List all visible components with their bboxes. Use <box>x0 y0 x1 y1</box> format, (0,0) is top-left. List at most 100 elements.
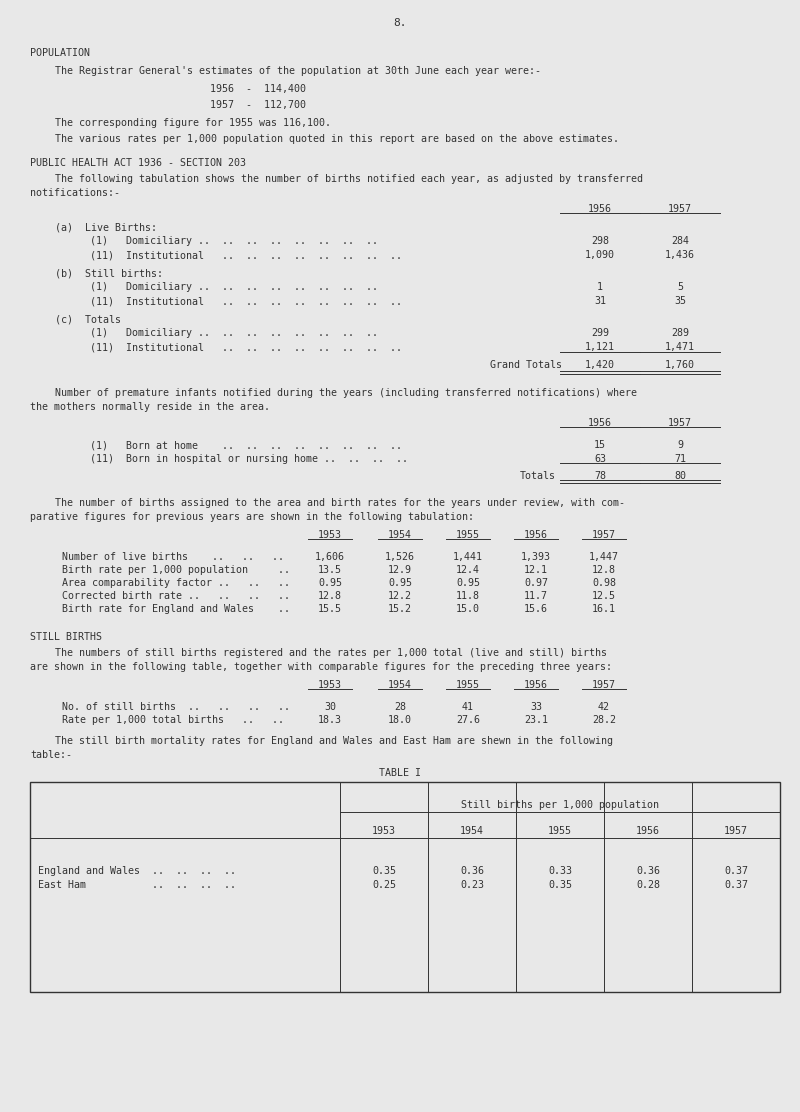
Text: 1957: 1957 <box>724 826 748 836</box>
Text: (b)  Still births:: (b) Still births: <box>55 268 163 278</box>
Text: Grand Totals: Grand Totals <box>490 360 562 370</box>
Text: The still birth mortality rates for England and Wales and East Ham are shewn in : The still birth mortality rates for Engl… <box>55 736 613 746</box>
Text: 1,420: 1,420 <box>585 360 615 370</box>
Text: 80: 80 <box>674 471 686 481</box>
Text: 1956  -  114,400: 1956 - 114,400 <box>210 85 306 95</box>
Text: 299: 299 <box>591 328 609 338</box>
Text: The Registrar General's estimates of the population at 30th June each year were:: The Registrar General's estimates of the… <box>55 66 541 76</box>
Text: Corrected birth rate ..   ..   ..   ..: Corrected birth rate .. .. .. .. <box>62 590 290 600</box>
Text: 0.36: 0.36 <box>460 866 484 876</box>
Text: 0.33: 0.33 <box>548 866 572 876</box>
Text: 1954: 1954 <box>388 530 412 540</box>
Text: 0.36: 0.36 <box>636 866 660 876</box>
Text: 12.1: 12.1 <box>524 565 548 575</box>
Text: 1,436: 1,436 <box>665 250 695 260</box>
Text: 1,090: 1,090 <box>585 250 615 260</box>
Text: 1,447: 1,447 <box>589 552 619 562</box>
Text: 1954: 1954 <box>388 681 412 691</box>
Text: 1: 1 <box>597 282 603 292</box>
Text: (11)  Institutional   ..  ..  ..  ..  ..  ..  ..  ..: (11) Institutional .. .. .. .. .. .. .. … <box>90 250 402 260</box>
Bar <box>30 782 780 992</box>
Text: 31: 31 <box>594 296 606 306</box>
Text: 1955: 1955 <box>548 826 572 836</box>
Text: (11)  Institutional   ..  ..  ..  ..  ..  ..  ..  ..: (11) Institutional .. .. .. .. .. .. .. … <box>90 296 402 306</box>
Text: 0.97: 0.97 <box>524 578 548 588</box>
Text: STILL BIRTHS: STILL BIRTHS <box>30 632 102 642</box>
Text: the mothers normally reside in the area.: the mothers normally reside in the area. <box>30 403 270 413</box>
Text: England and Wales  ..  ..  ..  ..: England and Wales .. .. .. .. <box>38 866 236 876</box>
Text: POPULATION: POPULATION <box>30 48 90 58</box>
Text: notifications:-: notifications:- <box>30 188 120 198</box>
Text: 28: 28 <box>394 702 406 712</box>
Text: 12.4: 12.4 <box>456 565 480 575</box>
Text: 15: 15 <box>594 440 606 450</box>
Text: 1956: 1956 <box>636 826 660 836</box>
Text: 15.2: 15.2 <box>388 604 412 614</box>
Text: 0.35: 0.35 <box>372 866 396 876</box>
Text: 1956: 1956 <box>524 681 548 691</box>
Text: 0.25: 0.25 <box>372 880 396 890</box>
Text: 0.95: 0.95 <box>388 578 412 588</box>
Text: (11)  Born in hospital or nursing home ..  ..  ..  ..: (11) Born in hospital or nursing home ..… <box>90 454 408 464</box>
Text: 1957: 1957 <box>668 418 692 428</box>
Text: 1956: 1956 <box>588 203 612 214</box>
Text: 12.8: 12.8 <box>592 565 616 575</box>
Text: 289: 289 <box>671 328 689 338</box>
Text: 0.95: 0.95 <box>456 578 480 588</box>
Text: Birth rate for England and Wales    ..: Birth rate for England and Wales .. <box>62 604 290 614</box>
Text: (1)   Domiciliary ..  ..  ..  ..  ..  ..  ..  ..: (1) Domiciliary .. .. .. .. .. .. .. .. <box>90 236 378 246</box>
Text: 35: 35 <box>674 296 686 306</box>
Text: 284: 284 <box>671 236 689 246</box>
Text: 1953: 1953 <box>318 530 342 540</box>
Text: 23.1: 23.1 <box>524 715 548 725</box>
Text: 8.: 8. <box>394 18 406 28</box>
Text: parative figures for previous years are shown in the following tabulation:: parative figures for previous years are … <box>30 512 474 522</box>
Text: (1)   Born at home    ..  ..  ..  ..  ..  ..  ..  ..: (1) Born at home .. .. .. .. .. .. .. .. <box>90 440 402 450</box>
Text: 1957  -  112,700: 1957 - 112,700 <box>210 100 306 110</box>
Text: 33: 33 <box>530 702 542 712</box>
Text: No. of still births  ..   ..   ..   ..: No. of still births .. .. .. .. <box>62 702 290 712</box>
Text: (1)   Domiciliary ..  ..  ..  ..  ..  ..  ..  ..: (1) Domiciliary .. .. .. .. .. .. .. .. <box>90 282 378 292</box>
Text: 42: 42 <box>598 702 610 712</box>
Text: 1,606: 1,606 <box>315 552 345 562</box>
Text: 1,760: 1,760 <box>665 360 695 370</box>
Text: TABLE I: TABLE I <box>379 768 421 778</box>
Text: 1957: 1957 <box>592 681 616 691</box>
Text: 0.23: 0.23 <box>460 880 484 890</box>
Text: 12.8: 12.8 <box>318 590 342 600</box>
Text: are shown in the following table, together with comparable figures for the prece: are shown in the following table, togeth… <box>30 662 612 672</box>
Text: Totals: Totals <box>520 471 556 481</box>
Text: 0.28: 0.28 <box>636 880 660 890</box>
Text: 1953: 1953 <box>318 681 342 691</box>
Text: 0.95: 0.95 <box>318 578 342 588</box>
Text: 9: 9 <box>677 440 683 450</box>
Text: Still births per 1,000 population: Still births per 1,000 population <box>461 800 659 810</box>
Text: 63: 63 <box>594 454 606 464</box>
Text: 78: 78 <box>594 471 606 481</box>
Text: 12.5: 12.5 <box>592 590 616 600</box>
Text: The number of births assigned to the area and birth rates for the years under re: The number of births assigned to the are… <box>55 498 625 508</box>
Text: 1,441: 1,441 <box>453 552 483 562</box>
Text: 11.7: 11.7 <box>524 590 548 600</box>
Text: 1,526: 1,526 <box>385 552 415 562</box>
Text: The various rates per 1,000 population quoted in this report are based on the ab: The various rates per 1,000 population q… <box>55 135 619 143</box>
Text: 0.37: 0.37 <box>724 880 748 890</box>
Text: 18.0: 18.0 <box>388 715 412 725</box>
Text: 1956: 1956 <box>588 418 612 428</box>
Text: East Ham           ..  ..  ..  ..: East Ham .. .. .. .. <box>38 880 236 890</box>
Text: 1957: 1957 <box>592 530 616 540</box>
Text: (11)  Institutional   ..  ..  ..  ..  ..  ..  ..  ..: (11) Institutional .. .. .. .. .. .. .. … <box>90 342 402 353</box>
Text: Area comparability factor ..   ..   ..: Area comparability factor .. .. .. <box>62 578 290 588</box>
Text: 27.6: 27.6 <box>456 715 480 725</box>
Text: 1,121: 1,121 <box>585 342 615 353</box>
Text: 11.8: 11.8 <box>456 590 480 600</box>
Text: Birth rate per 1,000 population     ..: Birth rate per 1,000 population .. <box>62 565 290 575</box>
Text: table:-: table:- <box>30 749 72 759</box>
Text: 13.5: 13.5 <box>318 565 342 575</box>
Text: (c)  Totals: (c) Totals <box>55 314 121 324</box>
Text: Rate per 1,000 total births   ..   ..: Rate per 1,000 total births .. .. <box>62 715 284 725</box>
Text: 1955: 1955 <box>456 681 480 691</box>
Text: 12.9: 12.9 <box>388 565 412 575</box>
Text: 15.0: 15.0 <box>456 604 480 614</box>
Text: 71: 71 <box>674 454 686 464</box>
